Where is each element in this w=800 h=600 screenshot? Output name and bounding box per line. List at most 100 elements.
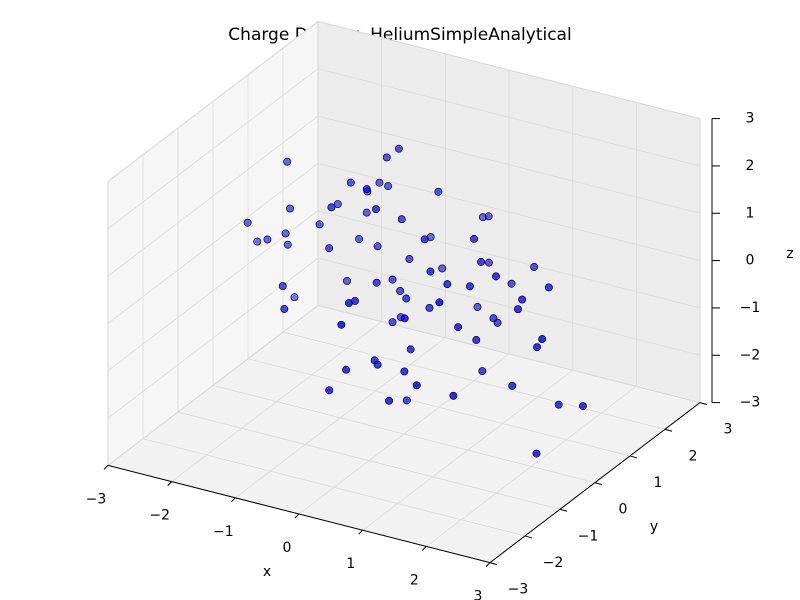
data-point xyxy=(355,235,364,244)
data-point xyxy=(443,280,452,289)
data-point xyxy=(473,303,482,311)
data-point xyxy=(478,367,487,375)
data-point xyxy=(434,187,443,196)
grid-line xyxy=(142,438,526,537)
data-point xyxy=(538,335,547,343)
data-point xyxy=(278,282,287,291)
data-point xyxy=(384,182,393,191)
grid-line xyxy=(282,331,666,430)
tick-mark xyxy=(524,535,533,539)
data-point xyxy=(362,185,371,194)
data-point xyxy=(533,343,542,352)
grid-line xyxy=(212,385,596,483)
data-point xyxy=(470,234,478,243)
grid-line xyxy=(107,210,319,372)
tick-mark xyxy=(664,428,673,432)
grid-line xyxy=(317,21,701,119)
data-point xyxy=(412,381,421,390)
y-tick-label: 3 xyxy=(724,422,733,438)
data-point xyxy=(382,153,391,162)
data-point xyxy=(426,267,435,276)
y-tick-label: 0 xyxy=(619,502,628,518)
data-point xyxy=(280,305,289,313)
data-point xyxy=(454,323,463,332)
grid-line xyxy=(107,305,319,466)
data-point xyxy=(425,303,434,312)
tick-mark xyxy=(485,562,491,567)
data-point xyxy=(263,235,272,244)
grid-line xyxy=(317,68,701,167)
tick-mark xyxy=(230,497,236,503)
x-tick-label: 2 xyxy=(410,572,419,588)
data-point xyxy=(514,305,522,314)
x-tick-label: −2 xyxy=(149,508,170,524)
data-point xyxy=(435,298,444,307)
y-tick-label: −3 xyxy=(508,582,529,598)
data-point xyxy=(449,391,458,400)
data-point xyxy=(402,396,411,405)
data-point xyxy=(373,360,382,369)
data-point xyxy=(315,220,324,229)
axis-line xyxy=(489,402,701,563)
data-point xyxy=(400,314,409,323)
data-point xyxy=(327,203,336,212)
axis-line xyxy=(107,464,491,564)
grid-line xyxy=(177,411,561,510)
data-point xyxy=(420,235,429,244)
data-point xyxy=(472,336,481,344)
data-point xyxy=(281,229,290,238)
data-point xyxy=(388,275,397,284)
data-point xyxy=(373,242,382,251)
z-tick-label: −3 xyxy=(740,395,761,411)
tick-mark xyxy=(594,482,603,486)
y-tick-label: −1 xyxy=(578,528,599,544)
data-point xyxy=(465,282,474,291)
data-point xyxy=(345,299,353,307)
data-point xyxy=(485,258,493,267)
data-point xyxy=(325,386,334,395)
data-point xyxy=(346,178,355,187)
y-tick-label: 2 xyxy=(689,448,698,464)
data-point xyxy=(342,365,351,374)
data-point xyxy=(362,208,371,217)
data-point xyxy=(388,318,397,327)
axes: −3 −2 −1 0 1 2 3 −3 −2 −1 0 1 2 3 −3 −2 −1 0 1 2 3 xyxy=(86,111,761,600)
grid-line xyxy=(317,210,701,309)
z-tick-label: 2 xyxy=(746,158,755,174)
tick-mark xyxy=(699,402,708,406)
x-tick-label: −1 xyxy=(213,524,234,540)
data-point xyxy=(325,244,334,253)
z-tick-label: −1 xyxy=(740,300,761,316)
data-point xyxy=(484,212,493,221)
tick-mark xyxy=(103,465,109,470)
grid-line xyxy=(247,358,631,457)
data-point xyxy=(489,314,498,323)
data-point xyxy=(554,400,563,409)
tick-mark xyxy=(489,562,498,566)
data-point xyxy=(508,381,517,390)
data-point xyxy=(394,144,403,153)
data-point xyxy=(290,293,299,302)
data-point xyxy=(397,215,406,224)
data-point xyxy=(492,272,500,281)
data-point xyxy=(530,263,539,271)
x-tick-label: 3 xyxy=(474,589,483,600)
y-tick-label: −2 xyxy=(543,555,564,571)
z-tick-label: 3 xyxy=(746,111,755,127)
data-point xyxy=(337,320,346,329)
data-point xyxy=(396,287,405,295)
grid-line xyxy=(317,305,701,403)
data-point xyxy=(402,294,411,303)
data-point xyxy=(385,396,394,405)
data-point xyxy=(372,205,380,214)
data-point xyxy=(283,240,292,249)
tick-mark xyxy=(421,546,427,551)
tick-mark xyxy=(559,508,568,512)
data-point xyxy=(286,204,294,213)
grid-line xyxy=(107,68,319,230)
y-axis-label: y xyxy=(650,519,658,535)
data-point xyxy=(518,295,527,304)
data-point xyxy=(406,345,415,354)
grid-line xyxy=(107,21,319,182)
